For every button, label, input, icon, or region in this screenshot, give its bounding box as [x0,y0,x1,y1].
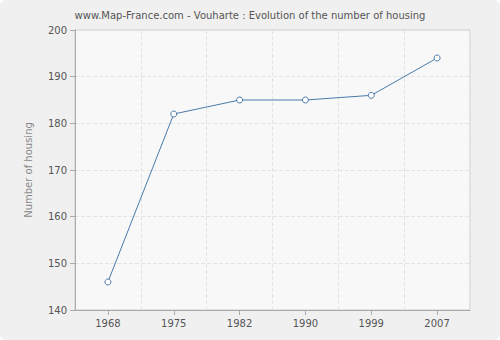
svg-text:1982: 1982 [227,318,252,329]
svg-text:1999: 1999 [359,318,384,329]
svg-text:1990: 1990 [293,318,318,329]
svg-text:Number of housing: Number of housing [23,122,34,218]
svg-text:140: 140 [48,305,67,316]
svg-text:2007: 2007 [424,318,449,329]
svg-text:www.Map-France.com - Vouharte: www.Map-France.com - Vouharte : Evolutio… [75,10,426,21]
svg-text:180: 180 [48,118,67,129]
svg-text:160: 160 [48,211,67,222]
svg-text:150: 150 [48,258,67,269]
svg-text:170: 170 [48,165,67,176]
svg-text:1975: 1975 [161,318,186,329]
svg-text:190: 190 [48,71,67,82]
svg-text:1968: 1968 [95,318,120,329]
svg-text:200: 200 [48,25,67,36]
